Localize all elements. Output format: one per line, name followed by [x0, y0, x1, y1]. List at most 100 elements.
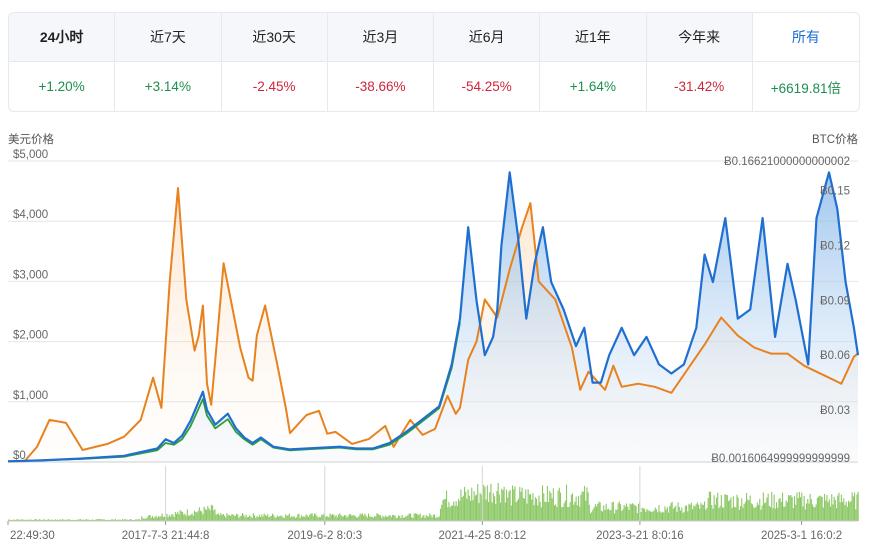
volume-bar [604, 509, 606, 521]
volume-bar [396, 518, 398, 521]
volume-bar [797, 498, 799, 521]
volume-bar [650, 511, 652, 521]
volume-bar [167, 516, 169, 521]
volume-bar [540, 507, 542, 521]
volume-bar [651, 511, 653, 521]
volume-bar [353, 515, 355, 521]
volume-bar [400, 518, 402, 521]
period-tab-6[interactable]: 今年来 [646, 13, 753, 62]
volume-bar [593, 507, 595, 521]
volume-bar [222, 513, 224, 521]
volume-bar [99, 519, 101, 521]
volume-bar [854, 492, 856, 521]
volume-bar [660, 512, 662, 521]
volume-bar [695, 504, 697, 521]
volume-bar [150, 517, 152, 521]
volume-bar [628, 509, 630, 521]
volume-bar [303, 516, 305, 521]
volume-bar [501, 488, 503, 521]
volume-bar [592, 509, 594, 521]
volume-bar [588, 504, 590, 521]
volume-bar [330, 514, 332, 521]
volume-bar [642, 508, 644, 521]
volume-bar [790, 495, 792, 521]
volume-bar [802, 506, 804, 521]
volume-bar [111, 519, 113, 521]
volume-bar [834, 499, 836, 521]
volume-bar [784, 506, 786, 521]
volume-bar [344, 515, 346, 521]
volume-bar [380, 515, 382, 521]
volume-bar [640, 512, 642, 521]
volume-bar [551, 498, 553, 521]
volume-bar [510, 505, 512, 521]
volume-bar [288, 513, 290, 521]
volume-bar [778, 499, 780, 521]
volume-bar [748, 500, 750, 521]
volume-bar [711, 504, 713, 521]
volume-bar [454, 505, 456, 521]
volume-bar [635, 506, 637, 521]
volume-bar [626, 503, 628, 521]
volume-bar [706, 508, 708, 521]
volume-bar [59, 519, 61, 521]
volume-bar [322, 515, 324, 521]
volume-bar [554, 505, 556, 521]
volume-bar [534, 497, 536, 521]
volume-bar [472, 500, 474, 521]
volume-bar [671, 501, 673, 521]
volume-bar [809, 493, 811, 521]
period-tab-3[interactable]: 近3月 [327, 13, 434, 62]
volume-bar [848, 500, 850, 521]
left-tick-label: $5,000 [13, 149, 48, 161]
period-tab-5[interactable]: 近1年 [540, 13, 647, 62]
volume-bar [596, 506, 598, 521]
period-tab-2[interactable]: 近30天 [221, 13, 328, 62]
volume-bar [263, 513, 265, 521]
volume-bar [648, 510, 650, 521]
volume-bar [815, 504, 817, 521]
volume-bar [573, 504, 575, 521]
volume-bar [326, 516, 328, 521]
volume-bar [374, 516, 376, 521]
period-tab-7[interactable]: 所有 [752, 13, 859, 62]
period-tab-4[interactable]: 近6月 [434, 13, 541, 62]
volume-bar [323, 513, 325, 521]
volume-bar [405, 516, 407, 521]
volume-bar [657, 512, 659, 521]
volume-bar [268, 517, 270, 521]
volume-bar [423, 514, 425, 521]
volume-bar [276, 515, 278, 521]
volume-bar [27, 519, 29, 521]
volume-bar [309, 514, 311, 521]
volume-bar [196, 512, 198, 521]
volume-bar [429, 513, 431, 521]
volume-bar [723, 507, 725, 521]
period-tab-1[interactable]: 近7天 [115, 13, 222, 62]
volume-bar [576, 505, 578, 521]
volume-bar [443, 499, 445, 521]
volume-bar [314, 513, 316, 521]
volume-bar [616, 509, 618, 521]
volume-bar [30, 519, 32, 521]
volume-bar [462, 495, 464, 521]
volume-bar [279, 516, 281, 521]
volume-bar [24, 519, 26, 521]
volume-bar [424, 517, 426, 521]
volume-bar [358, 516, 360, 521]
volume-bar [759, 498, 761, 521]
period-tab-0[interactable]: 24小时 [9, 13, 116, 62]
volume-bar [318, 516, 320, 521]
volume-bar [579, 506, 581, 521]
volume-bar [729, 499, 731, 521]
volume-bar [16, 519, 18, 521]
volume-bar [14, 519, 16, 521]
volume-bar [458, 498, 460, 521]
volume-bar [152, 516, 154, 521]
volume-bar [785, 500, 787, 521]
volume-bar [512, 485, 514, 521]
volume-bar [597, 504, 599, 521]
volume-bar [455, 501, 457, 521]
volume-bar [194, 510, 196, 521]
volume-bar [683, 512, 685, 521]
